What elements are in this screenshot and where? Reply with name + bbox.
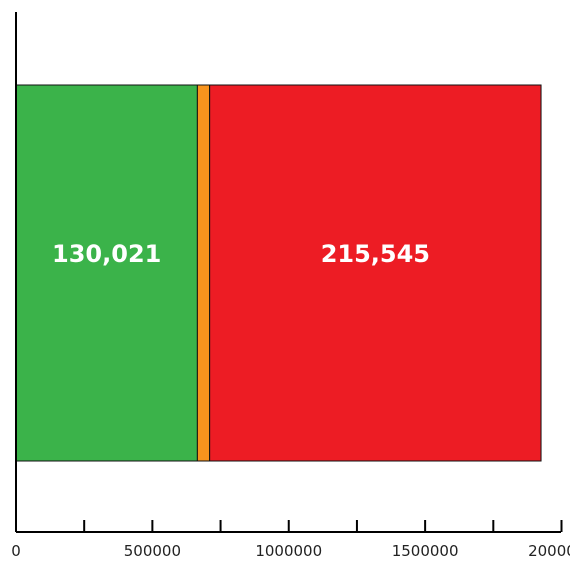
x-axis-ticks [15, 520, 563, 532]
data-labels: 130,021 215,545 [52, 240, 430, 268]
x-axis-tick-labels: 0 500000 1000000 1500000 2000000 [11, 542, 570, 560]
bar-segment-2 [209, 84, 542, 462]
data-label-2: 215,545 [321, 240, 430, 268]
bar-segment-1 [196, 84, 211, 462]
bar-segment-0 [15, 84, 198, 462]
bar-segments [15, 84, 542, 462]
x-tick-label-4: 2000000 [528, 542, 570, 560]
x-tick-label-1: 500000 [124, 542, 181, 560]
x-tick-label-2: 1000000 [255, 542, 322, 560]
x-tick-label-3: 1500000 [392, 542, 459, 560]
data-label-0: 130,021 [52, 240, 161, 268]
x-tick-label-0: 0 [11, 542, 21, 560]
